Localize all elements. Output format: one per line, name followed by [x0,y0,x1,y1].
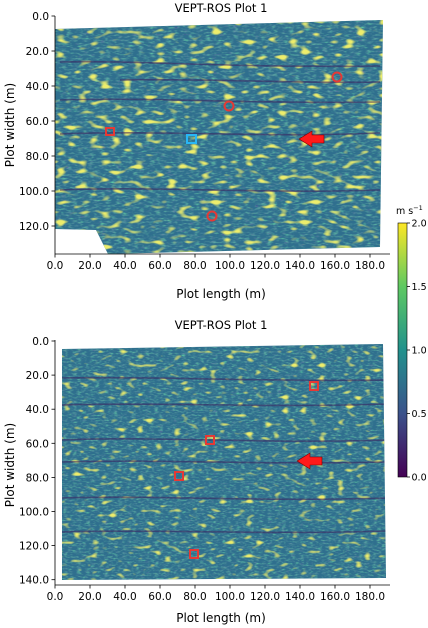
top-ytick-label: 120.0 [19,221,49,233]
bottom-ytick-label: 0.0 [32,336,49,348]
bottom-ytick-label: 40.0 [26,404,49,416]
bottom-marker-4 [189,549,199,559]
top-xtick-label: 60.0 [148,260,171,272]
colorbar-tick-label: 1.0 [412,346,427,357]
bottom-ylabel: Plot width (m) [3,423,17,507]
top-marker-3 [105,127,115,136]
top-xtick-label: 40.0 [113,260,136,272]
bottom-xtick-label: 120.0 [250,591,280,603]
colorbar-tick-label: 0.0 [412,473,427,484]
colorbar-unit: m s−1 [396,204,423,217]
bottom-ytick-label: 120.0 [19,541,49,553]
bottom-xtick-label: 160.0 [320,591,350,603]
bottom-xtick-label: 140.0 [285,591,315,603]
top-ylabel: Plot width (m) [3,83,17,167]
bottom-xtick-label: 180.0 [355,591,385,603]
bottom-xtick-label: 40.0 [113,591,136,603]
bottom-marker-2 [205,435,215,445]
top-xtick-label: 160.0 [320,260,350,272]
bottom-ytick-label: 80.0 [26,472,49,484]
top-xtick-label: 20.0 [78,260,101,272]
top-marker-1 [331,71,343,83]
bottom-title: VEPT-ROS Plot 1 [175,318,268,332]
colorbar-tick-label: 1.5 [412,282,427,293]
top-ytick-label: 0.0 [32,11,49,23]
colorbar-tick-label: 2.0 [412,219,427,230]
bottom-xtick-label: 60.0 [148,591,171,603]
top-xtick-label: 120.0 [250,260,280,272]
top-direction-arrow [298,130,325,148]
bottom-ytick-label: 60.0 [26,438,49,450]
top-xtick-label: 100.0 [215,260,245,272]
top-xtick-label: 140.0 [285,260,315,272]
top-ytick-label: 60.0 [26,116,49,128]
bottom-direction-arrow [296,452,323,470]
top-title: VEPT-ROS Plot 1 [175,1,268,15]
top-xtick-label: 0.0 [47,260,64,272]
top-xlabel: Plot length (m) [176,287,266,301]
bottom-heatmap [62,344,386,580]
top-marker-4 [186,134,197,144]
colorbar: m s−1 0.0 0.5 1.0 1.5 2.0 [396,204,427,484]
bottom-xtick-label: 20.0 [78,591,101,603]
top-ytick-label: 100.0 [19,186,49,198]
top-marker-2 [223,100,235,112]
bottom-xtick-label: 80.0 [183,591,206,603]
bottom-xtick-label: 100.0 [215,591,245,603]
colorbar-gradient [397,222,408,478]
top-xtick-label: 80.0 [183,260,206,272]
top-xtick-label: 180.0 [355,260,385,272]
colorbar-tick-label: 0.5 [412,409,427,420]
bottom-ytick-label: 20.0 [26,370,49,382]
bottom-marker-1 [309,381,319,391]
top-ytick-label: 20.0 [26,46,49,58]
bottom-marker-3 [174,471,184,481]
bottom-ytick-label: 140.0 [19,575,49,587]
bottom-panel: VEPT-ROS Plot 1 Plot length (m) Plot wid… [3,318,390,625]
top-ytick-label: 40.0 [26,81,49,93]
top-heatmap [55,20,383,254]
top-panel: VEPT-ROS Plot 1 Plot length (m) Plot wid… [3,1,390,301]
bottom-xtick-label: 0.0 [47,591,64,603]
bottom-ytick-label: 100.0 [19,507,49,519]
top-marker-5 [206,210,218,222]
bottom-xlabel: Plot length (m) [176,611,266,625]
top-ytick-label: 80.0 [26,151,49,163]
